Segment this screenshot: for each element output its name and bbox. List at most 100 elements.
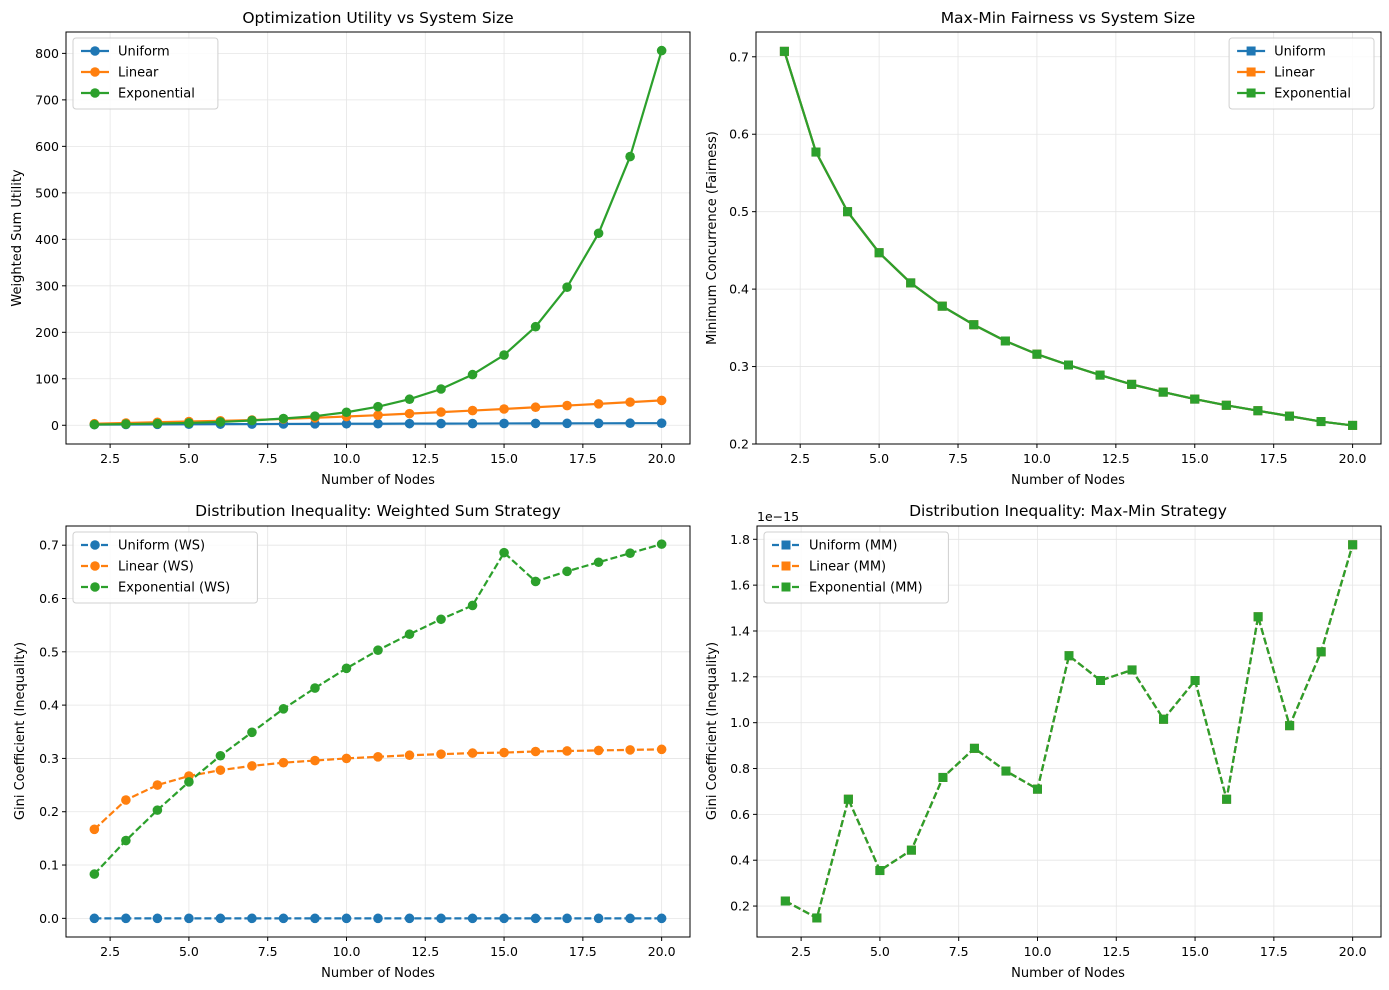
data-point xyxy=(1158,387,1168,397)
x-tick-label: 5.0 xyxy=(869,451,889,466)
data-point xyxy=(969,320,979,330)
x-tick-label: 5.0 xyxy=(179,451,199,466)
legend-label: Uniform (WS) xyxy=(118,539,205,554)
y-tick-label: 0.7 xyxy=(39,538,59,553)
x-tick-label: 10.0 xyxy=(1023,451,1051,466)
data-point xyxy=(121,419,131,429)
y-tick-label: 0.4 xyxy=(730,853,750,868)
x-tick-label: 7.5 xyxy=(949,944,969,959)
legend-label: Uniform (MM) xyxy=(809,539,897,554)
data-point xyxy=(341,913,352,924)
data-point xyxy=(875,866,885,876)
axes-frame xyxy=(755,31,1382,445)
data-point xyxy=(562,400,572,411)
data-point xyxy=(656,539,667,549)
y-tick-label: 0.4 xyxy=(39,698,59,713)
x-tick-label: 20.0 xyxy=(648,451,676,466)
data-point xyxy=(625,745,635,755)
data-point xyxy=(341,418,352,429)
legend-swatch-marker xyxy=(90,67,100,77)
chart-title: Max-Min Fairness vs System Size xyxy=(941,9,1196,27)
data-point xyxy=(656,744,667,755)
x-axis-label: Number of Nodes xyxy=(321,473,435,488)
data-point xyxy=(152,913,163,924)
data-point xyxy=(278,704,289,714)
data-point xyxy=(530,321,541,332)
x-tick-label: 5.0 xyxy=(870,944,890,959)
legend-swatch-marker xyxy=(90,88,100,98)
panel-utility: Optimization Utility vs System Size Numb… xyxy=(10,9,691,488)
y-tick-label: 300 xyxy=(35,278,59,293)
data-point xyxy=(152,418,163,429)
data-point xyxy=(467,369,478,380)
data-point xyxy=(436,407,446,417)
data-point xyxy=(467,405,478,416)
legend-label: Linear (MM) xyxy=(809,560,886,575)
panel-gini-weighted-sum: Distribution Inequality: Weighted Sum St… xyxy=(13,502,691,981)
chart-title: Optimization Utility vs System Size xyxy=(242,9,513,27)
legend-swatch-marker xyxy=(90,582,100,592)
legend-label: Exponential (MM) xyxy=(809,581,923,596)
data-point xyxy=(278,913,289,924)
x-tick-label: 7.5 xyxy=(258,944,278,959)
data-point xyxy=(1127,379,1137,389)
data-point xyxy=(593,399,604,409)
legend-label: Uniform xyxy=(1274,45,1326,60)
data-point xyxy=(812,913,822,923)
series-exponential xyxy=(779,46,1358,430)
data-point xyxy=(1285,721,1295,731)
legend-item: Uniform xyxy=(81,45,170,60)
legend-item: Linear (MM) xyxy=(772,560,886,575)
x-tick-label: 7.5 xyxy=(948,451,968,466)
y-tick-label: 0.6 xyxy=(730,807,750,822)
y-tick-label: 0 xyxy=(51,418,59,433)
data-point xyxy=(341,407,352,418)
y-tick-label: 0.5 xyxy=(729,204,749,219)
series-group xyxy=(779,46,1358,430)
data-point xyxy=(625,913,635,924)
data-point xyxy=(310,411,320,421)
legend: Uniform Linear Exponential xyxy=(72,37,219,110)
data-point xyxy=(152,780,163,790)
data-point xyxy=(1190,394,1200,404)
y-tick-label: 1.8 xyxy=(730,532,750,547)
legend-item: Linear (WS) xyxy=(81,560,194,575)
chart-title: Distribution Inequality: Max-Min Strateg… xyxy=(909,502,1227,520)
series-exponential xyxy=(89,45,667,430)
y-axis-label: Gini Coefficient (Inequality) xyxy=(13,642,28,820)
data-point xyxy=(404,913,415,924)
legend-label: Linear xyxy=(1274,66,1315,81)
data-point xyxy=(656,913,667,924)
legend-item: Exponential xyxy=(81,87,195,102)
data-point xyxy=(1000,336,1010,346)
legend-swatch-marker xyxy=(781,582,791,592)
data-point xyxy=(1316,417,1326,427)
data-point xyxy=(404,750,415,761)
data-point xyxy=(247,761,257,771)
x-tick-label: 2.5 xyxy=(791,944,811,959)
data-point xyxy=(874,248,884,258)
data-point xyxy=(404,394,415,405)
legend-item: Uniform xyxy=(1237,45,1326,60)
data-point xyxy=(499,418,509,429)
data-point xyxy=(1032,349,1042,359)
y-tick-label: 0.2 xyxy=(729,437,749,452)
data-point xyxy=(656,45,667,56)
x-axis-label: Number of Nodes xyxy=(1011,966,1125,981)
y-tick-label: 0.1 xyxy=(39,858,59,873)
data-point xyxy=(499,404,509,414)
x-tick-label: 15.0 xyxy=(490,451,518,466)
data-point xyxy=(89,419,100,430)
series-linear-ws xyxy=(89,744,667,835)
data-point xyxy=(530,913,541,924)
y-tick-label: 0.2 xyxy=(39,804,59,819)
data-point xyxy=(310,755,320,766)
panel-fairness: Max-Min Fairness vs System Size Number o… xyxy=(705,9,1382,488)
x-tick-label: 10.0 xyxy=(333,944,361,959)
data-point xyxy=(436,418,446,429)
data-point xyxy=(341,663,352,674)
legend-item: Exponential xyxy=(1237,87,1351,102)
data-point xyxy=(436,384,446,394)
